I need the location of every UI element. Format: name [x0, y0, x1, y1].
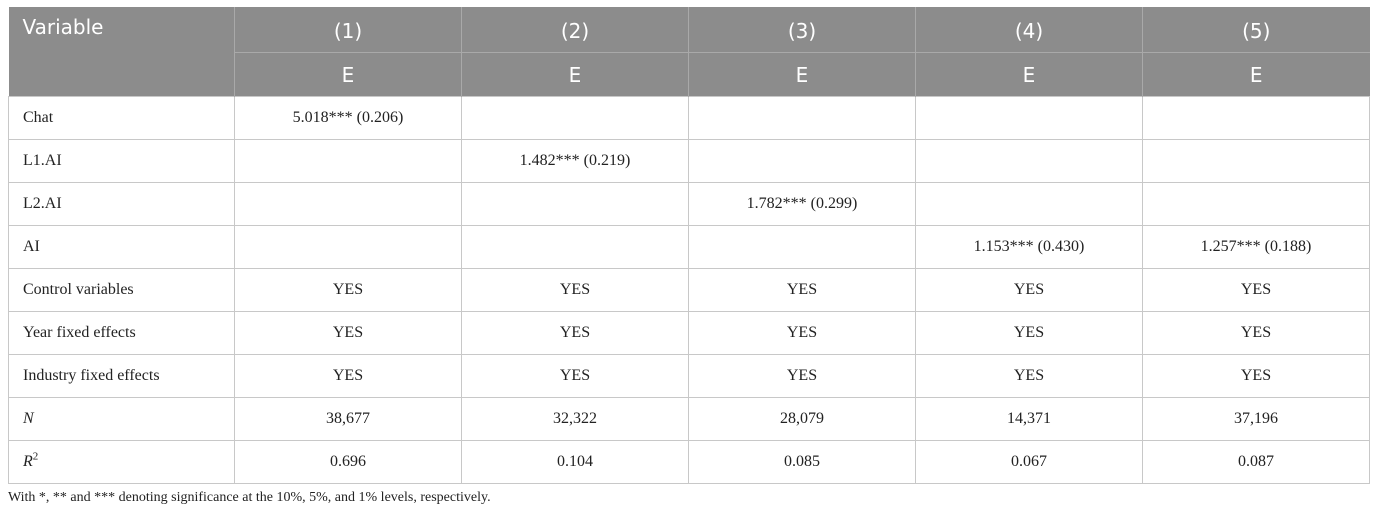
row-label-n: N [8, 397, 235, 441]
table-row: L1.AI 1.482*** (0.219) [8, 139, 1370, 183]
table-cell [461, 96, 689, 140]
subheader-col-2: E [461, 52, 689, 97]
table-cell [688, 139, 916, 183]
table-cell [234, 225, 462, 269]
table-row: N 38,677 32,322 28,079 14,371 37,196 [8, 397, 1370, 441]
table-row: AI 1.153*** (0.430) 1.257*** (0.188) [8, 225, 1370, 269]
table-cell [688, 96, 916, 140]
table-cell: 0.104 [461, 440, 689, 484]
row-label-text: R [23, 453, 33, 470]
table-cell: YES [461, 354, 689, 398]
table-cell [688, 225, 916, 269]
table-cell: 32,322 [461, 397, 689, 441]
table-cell [915, 139, 1143, 183]
table-cell: YES [1142, 354, 1370, 398]
table-cell: YES [461, 311, 689, 355]
table-row: Control variables YES YES YES YES YES [8, 268, 1370, 312]
table-cell: YES [461, 268, 689, 312]
row-label: AI [8, 225, 235, 269]
subheader-row: E E E E E [9, 52, 1370, 97]
row-label: Control variables [8, 268, 235, 312]
table-cell: YES [234, 354, 462, 398]
table-cell: 28,079 [688, 397, 916, 441]
table-cell: YES [688, 311, 916, 355]
table-cell [1142, 139, 1370, 183]
row-label: Year fixed effects [8, 311, 235, 355]
table-cell: YES [234, 311, 462, 355]
subheader-col-5: E [1142, 52, 1370, 97]
row-label-r2: R2 [8, 440, 235, 484]
table-cell: 14,371 [915, 397, 1143, 441]
table-cell: YES [234, 268, 462, 312]
table-cell: YES [1142, 268, 1370, 312]
table-cell: 0.085 [688, 440, 916, 484]
table-cell [1142, 182, 1370, 226]
header-col-3: (3) [688, 7, 916, 53]
table-footnote: With *, ** and *** denoting significance… [8, 490, 491, 505]
row-label: Chat [8, 96, 235, 140]
table-cell [234, 182, 462, 226]
table-row: R2 0.696 0.104 0.085 0.067 0.087 [8, 440, 1370, 484]
table-cell [1142, 96, 1370, 140]
row-label: Industry fixed effects [8, 354, 235, 398]
table-cell: 1.257*** (0.188) [1142, 225, 1370, 269]
table-cell: YES [915, 268, 1143, 312]
table-cell: 0.067 [915, 440, 1143, 484]
row-label: L2.AI [8, 182, 235, 226]
header-variable: Variable [8, 7, 235, 97]
header-col-1: (1) [234, 7, 462, 53]
regression-table-container: Variable (1) (2) (3) (4) (5) E E E E E C… [8, 7, 1370, 484]
table-cell [461, 182, 689, 226]
table-cell: 0.087 [1142, 440, 1370, 484]
table-cell [915, 96, 1143, 140]
header-col-4: (4) [915, 7, 1143, 53]
table-cell: 1.482*** (0.219) [461, 139, 689, 183]
table-cell: YES [915, 354, 1143, 398]
subheader-col-3: E [688, 52, 916, 97]
table-row: Year fixed effects YES YES YES YES YES [8, 311, 1370, 355]
table-row: L2.AI 1.782*** (0.299) [8, 182, 1370, 226]
table-cell: 38,677 [234, 397, 462, 441]
subheader-col-4: E [915, 52, 1143, 97]
table-cell [461, 225, 689, 269]
table-cell: YES [915, 311, 1143, 355]
row-label: L1.AI [8, 139, 235, 183]
table-cell: 0.696 [234, 440, 462, 484]
table-cell: YES [688, 354, 916, 398]
table-cell: 1.153*** (0.430) [915, 225, 1143, 269]
regression-table: Variable (1) (2) (3) (4) (5) E E E E E C… [8, 7, 1370, 484]
row-label-text: N [23, 410, 34, 427]
header-col-2: (2) [461, 7, 689, 53]
header-row: Variable (1) (2) (3) (4) (5) [8, 7, 1370, 97]
table-cell: YES [1142, 311, 1370, 355]
header-col-5: (5) [1142, 7, 1370, 53]
subheader-col-1: E [234, 52, 462, 97]
table-cell: YES [688, 268, 916, 312]
table-row: Industry fixed effects YES YES YES YES Y… [8, 354, 1370, 398]
row-label-superscript: 2 [32, 450, 39, 463]
table-cell: 37,196 [1142, 397, 1370, 441]
table-row: Chat 5.018*** (0.206) [8, 96, 1370, 140]
table-cell: 5.018*** (0.206) [234, 96, 462, 140]
table-cell [234, 139, 462, 183]
table-cell: 1.782*** (0.299) [688, 182, 916, 226]
table-cell [915, 182, 1143, 226]
